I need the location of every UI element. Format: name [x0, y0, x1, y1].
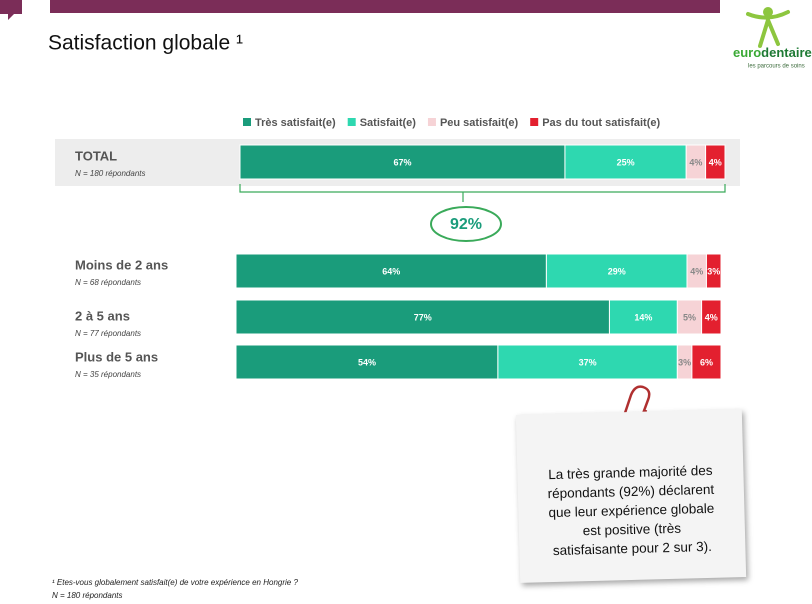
bar-segment: [497, 344, 678, 380]
value-label: 54%: [358, 357, 376, 367]
corner-marker: [0, 0, 22, 20]
logo-text: eurodentaire: [733, 45, 812, 60]
category-note: N = 180 répondants: [75, 169, 146, 178]
value-label: 4%: [690, 266, 703, 276]
category-note: N = 68 répondants: [75, 278, 141, 287]
value-label: 3%: [678, 357, 691, 367]
legend-swatch: [347, 118, 356, 126]
category-label: Moins de 2 ans: [75, 257, 168, 272]
category-label: Plus de 5 ans: [75, 349, 158, 364]
legend-swatch: [243, 118, 251, 126]
category-note: N = 77 répondants: [75, 329, 141, 338]
category-label: 2 à 5 ans: [75, 308, 130, 323]
bar-segment: [676, 299, 703, 335]
top-band: [50, 0, 720, 13]
bar-segment: [235, 344, 499, 380]
value-label: 4%: [705, 312, 718, 322]
callout-ring: [430, 206, 502, 242]
bar-segment: [564, 144, 687, 180]
category-label: TOTAL: [75, 148, 117, 163]
callout: 92%: [450, 216, 482, 233]
slide-title: Satisfaction globale ¹: [48, 32, 243, 55]
bar-segment: [235, 253, 547, 289]
bar-segment: [545, 253, 688, 289]
legend-label: Très satisfait(e): [255, 117, 336, 129]
value-label: 64%: [382, 266, 400, 276]
value-label: 4%: [709, 157, 722, 167]
value-label: 77%: [414, 312, 432, 322]
bar-segment: [608, 299, 678, 335]
footnote: N = 180 répondants: [52, 591, 123, 600]
category-note: N = 35 répondants: [75, 370, 141, 379]
legend-label: Peu satisfait(e): [440, 117, 519, 129]
note-card: La très grande majorité des répondants (…: [515, 409, 747, 583]
value-label: 4%: [689, 157, 702, 167]
bar-segment: [705, 253, 722, 289]
legend-swatch: [530, 118, 539, 126]
bar-segment: [705, 144, 726, 180]
value-label: 14%: [634, 312, 652, 322]
bar-segment: [239, 144, 566, 180]
value-label: 67%: [393, 157, 411, 167]
note-text: La très grande majorité des répondants (…: [547, 462, 715, 558]
bar-segment: [701, 299, 722, 335]
value-label: 37%: [579, 357, 597, 367]
footnote: ¹ Etes-vous globalement satisfait(e) de …: [52, 578, 298, 587]
value-label: 3%: [707, 266, 720, 276]
bar-segment: [691, 344, 722, 380]
legend-label: Satisfait(e): [360, 117, 417, 129]
value-label: 29%: [608, 266, 626, 276]
value-label: 25%: [617, 157, 635, 167]
bar-segment: [235, 299, 610, 335]
logo: eurodentaire les parcours de soins: [733, 7, 812, 70]
legend-swatch: [427, 118, 436, 126]
value-label: 6%: [700, 357, 713, 367]
legend-label: Pas du tout satisfait(e): [542, 117, 660, 129]
value-label: 5%: [683, 312, 696, 322]
logo-tagline: les parcours de soins: [748, 64, 805, 70]
bracket: [239, 184, 726, 202]
